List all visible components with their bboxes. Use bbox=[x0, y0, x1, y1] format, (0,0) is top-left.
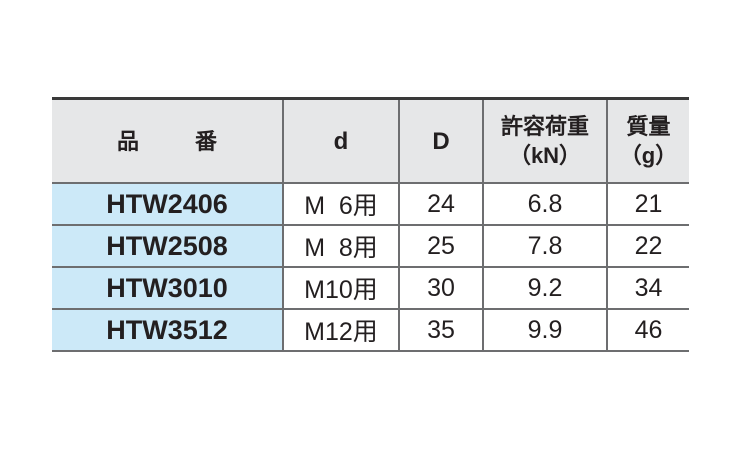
part-no-cell: HTW3010 bbox=[52, 266, 284, 310]
table-row: HTW3512 M12用 35 9.9 46 bbox=[52, 308, 689, 352]
load-cell: 7.8 bbox=[482, 224, 608, 268]
part-no-cell: HTW2406 bbox=[52, 182, 284, 226]
part-no-cell: HTW3512 bbox=[52, 308, 284, 352]
part-no-cell: HTW2508 bbox=[52, 224, 284, 268]
D-cell: 30 bbox=[398, 266, 484, 310]
header-mass: 質量 （g） bbox=[606, 97, 689, 184]
load-cell: 9.9 bbox=[482, 308, 608, 352]
d-cell: M12用 bbox=[282, 308, 400, 352]
header-load: 許容荷重 （kN） bbox=[482, 97, 608, 184]
mass-cell: 46 bbox=[606, 308, 689, 352]
header-mass-unit: （g） bbox=[619, 143, 678, 168]
header-part-no-1: 品 bbox=[116, 128, 139, 154]
D-cell: 24 bbox=[398, 182, 484, 226]
header-part-no: 品番 bbox=[52, 97, 284, 184]
mass-cell: 22 bbox=[606, 224, 689, 268]
table-row: HTW2508 M 8用 25 7.8 22 bbox=[52, 224, 689, 268]
load-cell: 9.2 bbox=[482, 266, 608, 310]
header-D: D bbox=[398, 97, 484, 184]
header-part-no-2: 番 bbox=[195, 128, 218, 154]
mass-cell: 34 bbox=[606, 266, 689, 310]
header-load-unit: （kN） bbox=[508, 143, 582, 168]
header-load-label: 許容荷重 bbox=[500, 114, 589, 139]
D-cell: 35 bbox=[398, 308, 484, 352]
load-cell: 6.8 bbox=[482, 182, 608, 226]
table-row: HTW3010 M10用 30 9.2 34 bbox=[52, 266, 689, 310]
D-cell: 25 bbox=[398, 224, 484, 268]
header-mass-label: 質量 bbox=[626, 114, 671, 139]
d-cell: M 6用 bbox=[282, 182, 400, 226]
header-row: 品番 d D 許容荷重 （kN） 質量 （g） bbox=[52, 97, 689, 184]
table-row: HTW2406 M 6用 24 6.8 21 bbox=[52, 182, 689, 226]
spec-table: 品番 d D 許容荷重 （kN） 質量 （g） HTW2406 M 6用 24 … bbox=[52, 97, 689, 352]
mass-cell: 21 bbox=[606, 182, 689, 226]
d-cell: M10用 bbox=[282, 266, 400, 310]
d-cell: M 8用 bbox=[282, 224, 400, 268]
header-d: d bbox=[282, 97, 400, 184]
